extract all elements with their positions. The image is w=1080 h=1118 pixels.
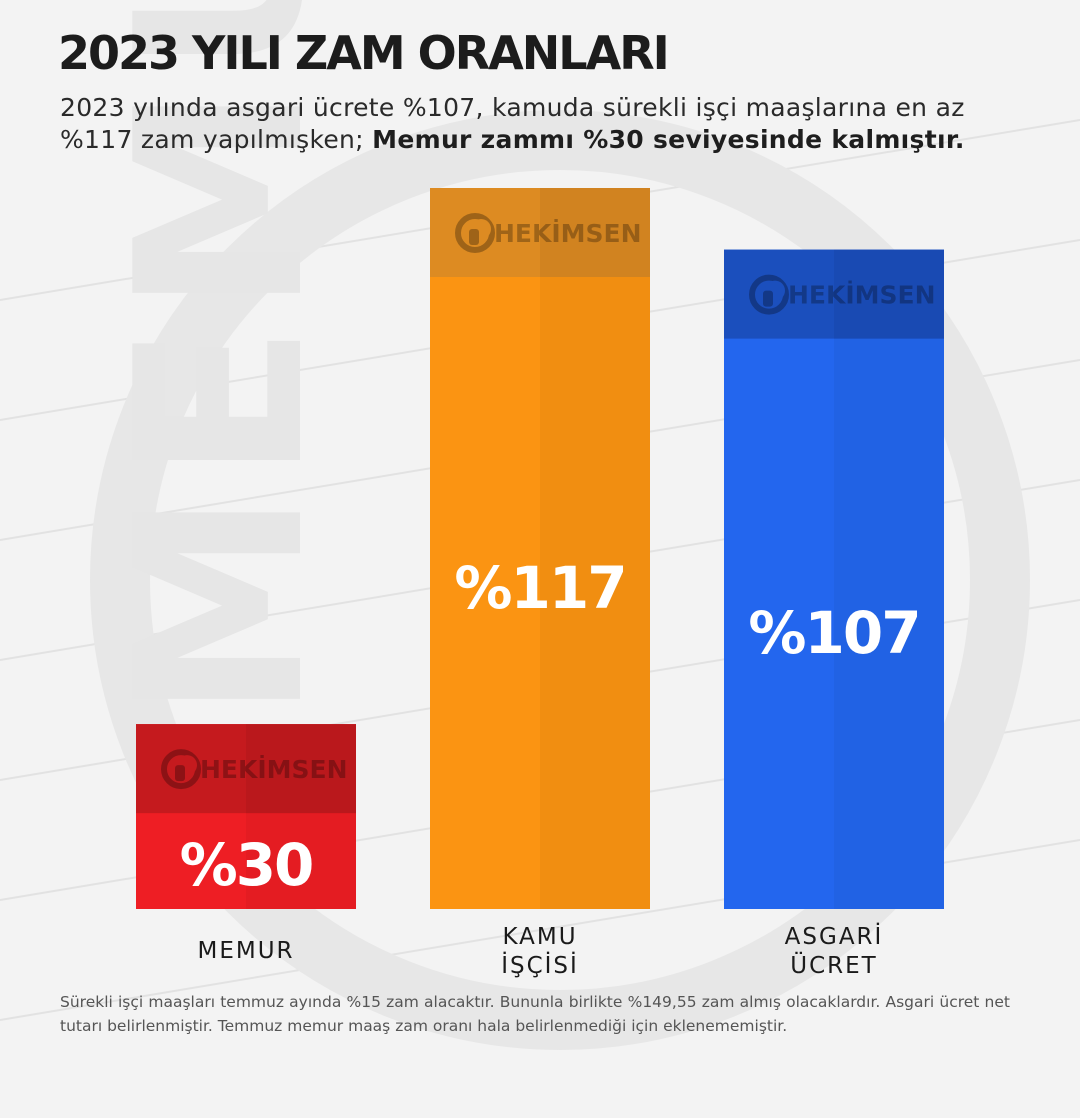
category-label-3: ASGARİ ÜCRET <box>785 922 884 979</box>
subtitle-bold: Memur zammı %30 seviyesinde kalmıştır. <box>372 125 965 154</box>
bar-group-3: HEKİMSEN %107 ASGARİ ÜCRET <box>724 249 944 979</box>
page-title: 2023 YILI ZAM ORANLARI <box>58 26 670 80</box>
page-subtitle: 2023 yılında asgari ücrete %107, kamuda … <box>60 92 1020 156</box>
data-label-1: %30 <box>180 831 313 899</box>
category-label-2: KAMU İŞÇİSİ <box>501 924 579 979</box>
bar-shade-3 <box>834 249 944 910</box>
bar-group-1: HEKİMSEN %30 MEMUR <box>136 724 356 964</box>
bar-group-2: HEKİMSEN %117 KAMU İŞÇİSİ <box>430 188 650 979</box>
category-label-1: MEMUR <box>197 938 294 964</box>
footnote: Sürekli işçi maaşları temmuz ayında %15 … <box>60 993 1010 1035</box>
hekimsen-logo-text: HEKİMSEN <box>788 280 936 310</box>
data-label-3: %107 <box>748 599 919 667</box>
hekimsen-logo-text: HEKİMSEN <box>200 754 348 784</box>
bar-shade-2 <box>540 188 650 909</box>
data-label-2: %117 <box>454 554 625 622</box>
hekimsen-logo-text: HEKİMSEN <box>494 218 642 248</box>
